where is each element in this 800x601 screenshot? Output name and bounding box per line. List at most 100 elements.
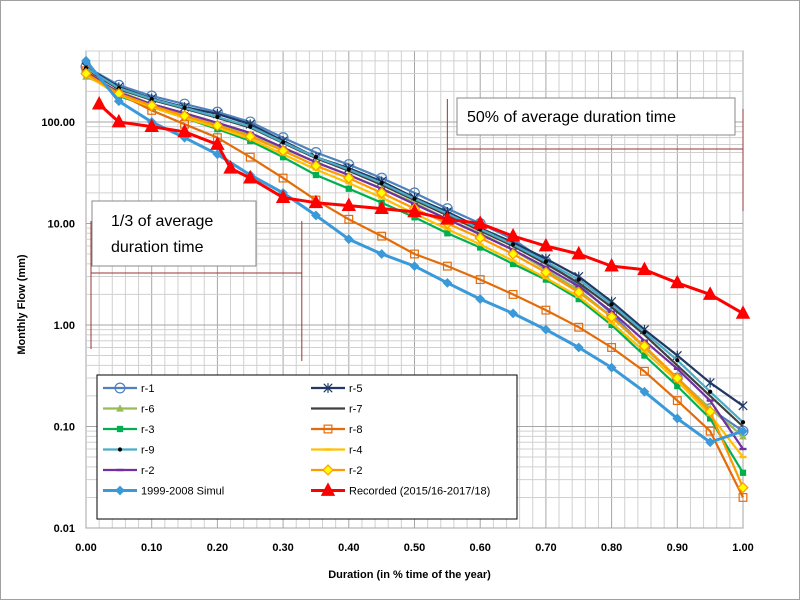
data-point (538, 237, 554, 252)
data-point (374, 200, 389, 215)
data-point (575, 285, 583, 288)
x-tick-label: 0.50 (404, 542, 425, 554)
data-point (508, 289, 518, 299)
data-point (735, 305, 751, 319)
x-tick-label: 0.40 (338, 542, 359, 554)
data-point (442, 261, 452, 271)
legend-box (96, 374, 518, 520)
y-tick-label: 10.00 (47, 218, 75, 230)
data-point (410, 249, 419, 259)
data-point (672, 413, 683, 424)
legend-swatch-marker (324, 448, 332, 451)
data-point (740, 420, 746, 425)
legend-item: r-2 (311, 464, 362, 477)
data-point (671, 372, 684, 384)
data-point (608, 321, 616, 325)
legend-item: r-6 (103, 404, 154, 416)
data-point (707, 415, 714, 422)
legend-label: Recorded (2015/16-2017/18) (349, 486, 490, 498)
data-point (541, 324, 551, 335)
data-point (507, 248, 519, 260)
data-point (379, 180, 384, 186)
y-tick-label: 1.00 (54, 320, 75, 332)
data-point (442, 277, 453, 288)
x-tick-label: 0.70 (535, 542, 556, 554)
data-point (81, 55, 91, 66)
x-tick-label: 0.30 (272, 542, 293, 554)
x-tick-label: 1.00 (732, 542, 753, 554)
data-point (607, 343, 617, 352)
data-point (277, 145, 289, 157)
legend-item: r-8 (311, 424, 362, 436)
data-point (375, 187, 388, 199)
data-point (605, 311, 618, 323)
x-tick-label: 0.10 (141, 542, 162, 554)
data-point (739, 447, 747, 451)
data-point (412, 196, 417, 201)
legend-label: r-9 (141, 445, 154, 457)
data-point (341, 197, 356, 211)
data-point (638, 340, 651, 352)
legend-label: r-7 (349, 404, 362, 416)
y-tick-label: 0.01 (54, 523, 75, 535)
legend-item: Recorded (2015/16-2017/18) (311, 482, 490, 498)
data-point (639, 386, 650, 397)
data-point (178, 110, 191, 122)
data-point (409, 261, 420, 272)
data-point (211, 119, 224, 132)
data-point (179, 132, 190, 143)
series-line (98, 102, 744, 315)
x-tick-label: 0.00 (75, 542, 96, 554)
legend-item: r-7 (311, 404, 362, 416)
y-axis-title: Monthly Flow (mm) (16, 254, 28, 355)
legend-item: r-2 (103, 465, 154, 477)
data-point (541, 305, 551, 315)
data-point (310, 160, 322, 172)
data-point (573, 286, 585, 299)
data-point (80, 67, 92, 80)
data-point (149, 96, 154, 102)
legend-label: r-5 (349, 383, 362, 395)
data-point (407, 203, 422, 218)
data-point (639, 366, 649, 376)
legend-swatch-marker (322, 464, 334, 476)
data-point (609, 302, 614, 307)
data-point (674, 382, 681, 390)
data-point (215, 114, 220, 120)
data-point (248, 124, 253, 129)
data-point (444, 230, 451, 237)
x-tick-label: 0.60 (469, 542, 490, 554)
legend-item: r-3 (103, 424, 154, 436)
series-recorded-2015-16-2017-18--11 (91, 95, 751, 319)
data-point (244, 130, 256, 143)
data-point (508, 308, 518, 319)
data-point (672, 396, 682, 406)
data-point (91, 95, 107, 110)
data-point (737, 481, 749, 494)
data-point (540, 266, 552, 279)
data-point (377, 231, 387, 241)
data-point (574, 322, 584, 332)
data-point (738, 492, 748, 502)
data-point (739, 455, 747, 459)
data-point (510, 242, 516, 247)
data-point (145, 99, 158, 112)
data-point (608, 321, 615, 329)
data-point (278, 173, 288, 183)
legend-swatch-marker (116, 468, 124, 472)
data-point (505, 228, 521, 242)
y-tick-label: 100.00 (41, 117, 75, 129)
data-point (343, 172, 355, 184)
data-point (509, 259, 517, 262)
data-point (477, 244, 484, 251)
data-point (313, 155, 319, 160)
data-point (376, 249, 387, 259)
data-point (738, 400, 748, 411)
legend-label: r-4 (349, 445, 362, 457)
legend-swatch-marker (323, 424, 333, 434)
legend-swatch-marker (117, 447, 123, 452)
data-point (543, 259, 549, 264)
annotation-box-50 (456, 97, 736, 136)
legend-item: r-1 (103, 382, 154, 395)
